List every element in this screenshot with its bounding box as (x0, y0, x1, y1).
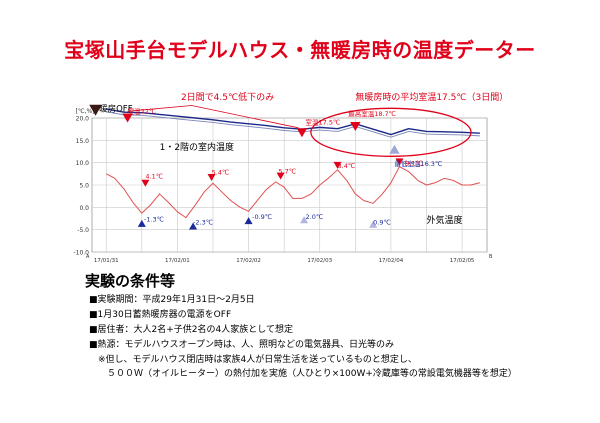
chart-annotation: 8.4℃ (338, 162, 356, 170)
outdoor-temp-line (106, 166, 481, 219)
chart-annotation: 5.7℃ (278, 167, 296, 175)
x-tick-label: 17/02/04 (379, 258, 404, 264)
indoor-min-marker (389, 144, 400, 154)
temperature-chart: 20.0 15.0 10.0 5.0 0.0 -5.0 -10.0 [℃,%] 17/01/31… (73, 91, 508, 264)
chart-annotation: 最低室温16.3℃ (394, 159, 442, 168)
chart-annotation: 暖房OFF (99, 103, 133, 114)
condition-line: ※但し、モデルハウス閉店時は家族4人が日常生活を送っているものと想定し、 (89, 355, 417, 365)
chart-annotation: 室温22℃ (128, 107, 157, 116)
heating-off-marker (89, 104, 102, 116)
y-tick-label: 20.0 (76, 116, 90, 123)
y-tick-label: 15.0 (76, 138, 90, 145)
chart-annotation: 0.9℃ (373, 218, 391, 226)
y-tick-label: -5.0 (77, 227, 89, 234)
average-ellipse (310, 107, 472, 157)
indoor-temp-line (106, 108, 480, 136)
y-tick-label: 5.0 (79, 183, 89, 190)
axis-corner-label: A (86, 254, 90, 260)
x-tick-label: 17/02/01 (165, 258, 190, 264)
outdoor-peak-marker (207, 173, 216, 181)
outdoor-peak-marker (141, 179, 150, 187)
page-title: 宝塚山手台モデルハウス・無暖房時の温度データー (64, 38, 536, 62)
y-tick-label: -10.0 (73, 250, 89, 257)
chart-annotation: -1.3℃ (144, 216, 164, 224)
y-tick-label: 10.0 (76, 160, 90, 167)
outdoor-peak-marker (333, 161, 342, 169)
outdoor-low-marker (189, 222, 198, 230)
y-axis-label: [℃,%] (75, 108, 94, 115)
x-tick-label: 17/02/03 (307, 258, 332, 264)
x-tick-label: 17/02/02 (236, 258, 261, 264)
chart-annotation: 最高室温18.7℃ (348, 109, 396, 118)
condition-line: ■熱源：モデルハウスオープン時は、人、照明などの電気器具、日光等のみ (89, 340, 394, 350)
condition-line: ■実験期間：平成29年1月31日～2月5日 (89, 295, 255, 305)
condition-line: ■居住者：大人2名+子供2名の4人家族として想定 (89, 325, 293, 335)
chart-annotation: 外気温度 (427, 214, 463, 226)
x-tick-label: 17/02/05 (450, 258, 475, 264)
chart-annotation: 2日間で4.5℃低下のみ (181, 91, 274, 103)
outdoor-peak-marker (395, 158, 404, 166)
callout-line (127, 105, 299, 129)
condition-line: ５００Ｗ（オイルヒーター）の熱付加を実施（人ひとり×100W+冷蔵庫等の常設電気… (89, 369, 517, 379)
chart-annotation: 4.1℃ (145, 173, 163, 181)
outdoor-low-marker (244, 217, 253, 225)
x-tick-label: 17/01/31 (94, 258, 119, 264)
chart-annotation: 9.1℃ (405, 159, 423, 167)
outdoor-low-marker (137, 219, 146, 227)
chart-annotation: 2.0℃ (306, 213, 324, 221)
indoor-17-5-marker (296, 128, 308, 138)
indoor-temp-line-2 (106, 111, 480, 138)
indoor-max-marker (350, 121, 361, 131)
chart-annotation: 1・2階の室内温度 (160, 141, 234, 153)
y-tick-label: 0.0 (79, 205, 89, 212)
chart-annotation: 無暖房時の平均室温17.5℃（3日間） (355, 91, 508, 103)
axis-corner-label: B (489, 254, 493, 260)
chart-annotation: -0.9℃ (252, 213, 272, 221)
chart-annotation: 室温17.5℃ (306, 117, 341, 126)
condition-line: ■1月30日蓄熱暖房器の電源をOFF (89, 310, 232, 320)
conditions-heading: 実験の条件等 (85, 272, 176, 290)
outdoor-peak-marker (276, 172, 285, 180)
indoor-start-marker (122, 113, 133, 123)
chart-annotation: -2.3℃ (193, 218, 213, 226)
outdoor-low-marker (300, 216, 309, 224)
outdoor-low-marker (369, 220, 378, 228)
chart-annotation: 5.4℃ (212, 168, 230, 176)
